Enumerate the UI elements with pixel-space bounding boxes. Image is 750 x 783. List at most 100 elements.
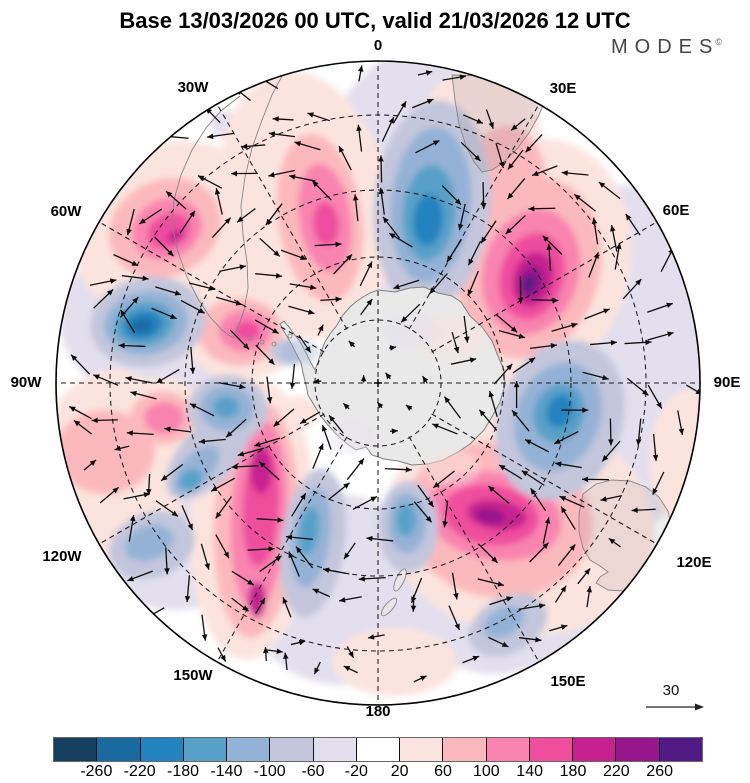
- wind-vector-head: [454, 623, 460, 631]
- wind-vector-head: [282, 597, 288, 604]
- vector-legend-label: 30: [663, 682, 680, 699]
- wind-vector-head: [666, 302, 673, 309]
- wind-vector-head: [528, 357, 536, 364]
- wind-vector-head: [167, 249, 174, 257]
- wind-vector-head: [569, 544, 576, 551]
- colorbar-segment: [573, 738, 617, 761]
- wind-vector-head: [488, 122, 494, 129]
- wind-vector-head: [678, 428, 685, 435]
- wind-vector-head: [289, 174, 296, 180]
- wind-vector-head: [171, 510, 179, 517]
- colorbar-segment: [227, 738, 271, 761]
- wind-vector-head: [237, 216, 244, 223]
- wind-vector-head: [307, 309, 315, 315]
- wind-vector-head: [204, 563, 210, 570]
- wind-vector-head: [335, 241, 342, 248]
- island: [287, 333, 293, 339]
- wind-vector-head: [132, 297, 139, 304]
- longitude-label: 120E: [676, 554, 711, 571]
- wind-vector-head: [453, 593, 459, 600]
- wind-vector-head: [506, 596, 513, 602]
- longitude-label: 120W: [42, 548, 82, 565]
- wind-vector-head: [259, 597, 265, 605]
- island: [259, 339, 265, 345]
- wind-vector-head: [272, 116, 279, 122]
- colorbar-tick-label: -220: [123, 763, 156, 780]
- wind-vectors: [68, 65, 700, 683]
- wind-vector-head: [405, 466, 412, 473]
- wind-vector-head: [335, 296, 342, 303]
- wind-vector-head: [187, 523, 193, 531]
- wind-vector-head: [444, 396, 451, 404]
- wind-vector-head: [561, 170, 568, 176]
- wind-vector-head: [591, 217, 598, 224]
- wind-vector-head: [257, 76, 265, 82]
- wind-vector-head: [298, 639, 306, 646]
- wind-vector-head: [366, 535, 373, 542]
- wind-vector-head: [608, 439, 614, 446]
- wind-vector-head: [224, 217, 231, 225]
- wind-vector-head: [391, 428, 398, 434]
- colorbar-tick-label: 260: [646, 763, 674, 780]
- wind-vector-head: [143, 492, 150, 498]
- wind-vector-head: [242, 343, 250, 350]
- wind-vector-head: [266, 397, 273, 404]
- wind-vector-head: [294, 141, 302, 147]
- longitude-label: 90W: [11, 374, 43, 391]
- colorbar-tick-label: 60: [434, 763, 452, 780]
- wind-vector-head: [635, 439, 642, 446]
- chart-title: Base 13/03/2026 00 UTC, valid 21/03/2026…: [119, 8, 631, 33]
- wind-vector-head: [339, 597, 346, 603]
- longitude-label: 60E: [663, 202, 690, 219]
- wind-vector-head: [656, 401, 662, 409]
- wind-vector-head: [343, 403, 350, 410]
- modes-logo: MODES©: [611, 36, 722, 59]
- wind-vector-head: [300, 418, 307, 424]
- wind-vector-head: [542, 542, 549, 549]
- wind-vector-head: [164, 568, 170, 575]
- meridian-line: [98, 413, 325, 545]
- wind-vector-head: [530, 488, 537, 495]
- wind-vector-head: [125, 376, 132, 382]
- anomaly-field: [56, 61, 700, 696]
- latitude-circle: [184, 189, 572, 577]
- south-america-west-coast: [171, 95, 241, 339]
- wind-vector-head: [272, 328, 279, 334]
- wind-vector-head: [197, 175, 205, 181]
- wind-vector-head: [426, 98, 434, 105]
- wind-vector-head: [231, 464, 238, 470]
- wind-vector-head: [161, 133, 168, 140]
- copyright-mark: ©: [715, 37, 722, 48]
- wind-vector-head: [189, 367, 196, 374]
- wind-vector-head: [198, 438, 206, 445]
- longitude-label: 30E: [550, 80, 577, 97]
- wind-vector-head: [360, 375, 367, 382]
- colorbar-tick-label: -20: [344, 763, 368, 780]
- wind-vector-head: [498, 161, 505, 169]
- wind-vector-head: [420, 675, 427, 681]
- wind-vector-head: [112, 487, 119, 494]
- wind-vector-head: [129, 514, 136, 522]
- wind-vector-head: [126, 430, 133, 436]
- new-zealand-coast: [380, 597, 398, 617]
- wind-vector-head: [446, 255, 453, 263]
- wind-vector-head: [312, 180, 319, 188]
- meridian-line: [431, 413, 658, 545]
- wind-vector-head: [488, 390, 494, 398]
- wind-vector-head: [510, 326, 518, 333]
- wind-vector-head: [109, 278, 117, 284]
- wind-vector-head: [268, 131, 276, 137]
- wind-vector-head: [254, 441, 261, 447]
- wind-vector-head: [357, 65, 364, 72]
- wind-vector-head: [268, 358, 275, 365]
- meridian-line: [216, 436, 348, 663]
- wind-vector-head: [318, 324, 324, 332]
- wind-vector-head: [126, 228, 132, 236]
- wind-vector-head: [273, 250, 280, 257]
- wind-vector-head: [389, 345, 397, 351]
- wind-vector-head: [312, 588, 320, 594]
- wind-vector-head: [645, 339, 652, 346]
- wind-vector-head: [184, 595, 191, 603]
- wind-vector-head: [305, 346, 311, 353]
- wind-vector-head: [695, 388, 700, 395]
